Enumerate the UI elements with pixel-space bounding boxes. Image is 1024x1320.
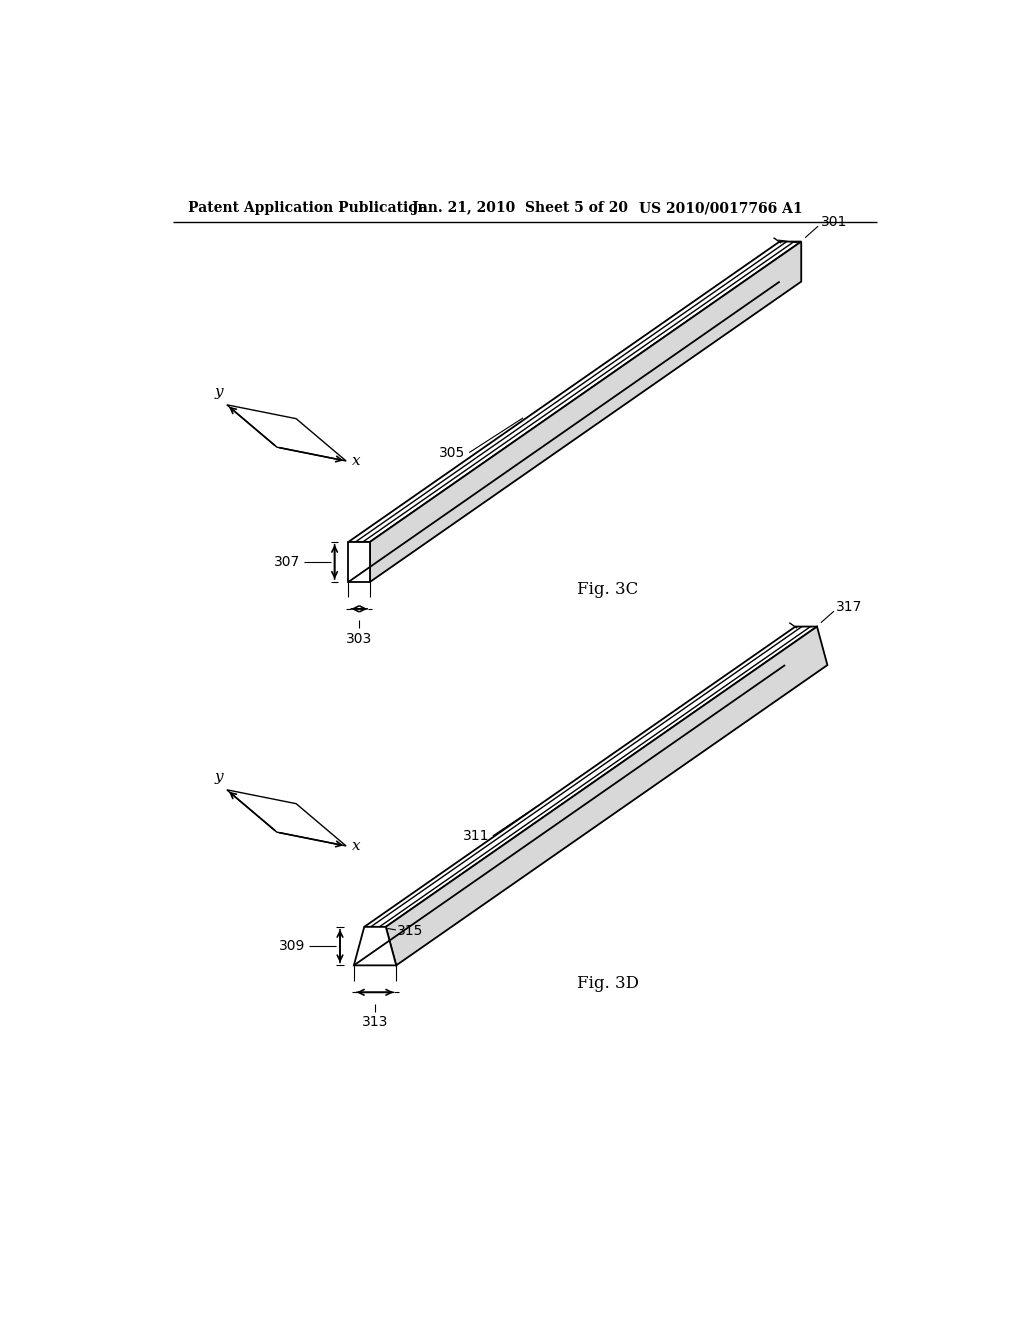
Polygon shape — [386, 627, 827, 965]
Text: x: x — [352, 840, 360, 853]
Polygon shape — [226, 789, 346, 846]
Text: y: y — [214, 770, 223, 784]
Text: 301: 301 — [820, 215, 847, 230]
Polygon shape — [348, 543, 370, 582]
Polygon shape — [348, 242, 801, 543]
Text: 307: 307 — [273, 554, 300, 569]
Polygon shape — [226, 405, 346, 461]
Text: 311: 311 — [463, 829, 489, 843]
Text: 317: 317 — [837, 601, 862, 614]
Polygon shape — [370, 242, 801, 582]
Text: 309: 309 — [279, 939, 305, 953]
Text: 303: 303 — [346, 632, 373, 645]
Text: 305: 305 — [439, 446, 465, 459]
Text: Patent Application Publication: Patent Application Publication — [188, 202, 428, 215]
Text: Jan. 21, 2010  Sheet 5 of 20: Jan. 21, 2010 Sheet 5 of 20 — [412, 202, 628, 215]
Text: x: x — [352, 454, 360, 469]
Polygon shape — [365, 627, 817, 927]
Text: Fig. 3C: Fig. 3C — [578, 581, 639, 598]
Text: 315: 315 — [397, 924, 424, 937]
Text: US 2010/0017766 A1: US 2010/0017766 A1 — [639, 202, 803, 215]
Polygon shape — [354, 927, 396, 965]
Text: Fig. 3D: Fig. 3D — [577, 975, 639, 993]
Text: y: y — [214, 384, 223, 399]
Text: 313: 313 — [361, 1015, 388, 1030]
